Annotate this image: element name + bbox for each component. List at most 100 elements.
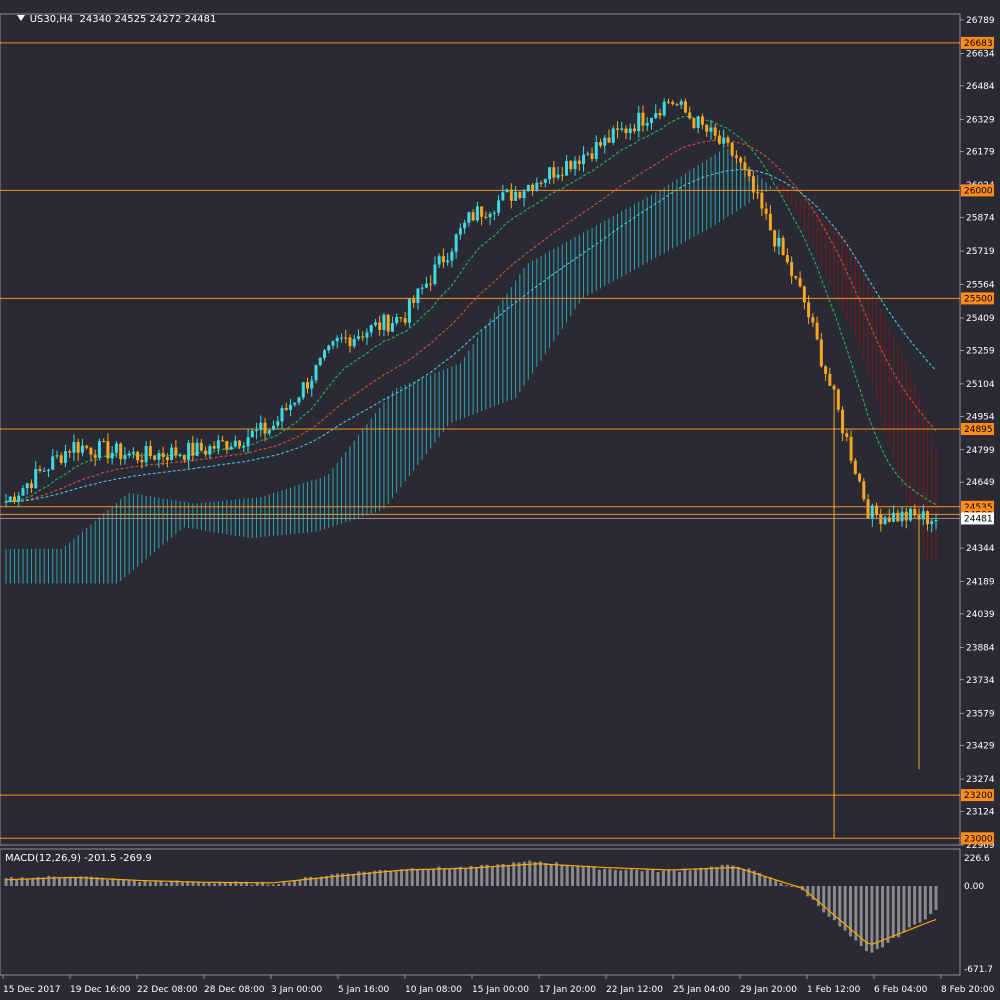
candle-body [484, 216, 488, 218]
macd-bar [175, 880, 179, 887]
macd-bar [688, 870, 692, 887]
candle-body [42, 470, 46, 472]
macd-bar [758, 872, 762, 887]
macd-bar [132, 880, 136, 887]
x-tick-label: 25 Jan 04:00 [673, 985, 730, 995]
candle-body [641, 112, 645, 126]
y-tick-label: 26329 [966, 115, 995, 125]
candle-body [722, 137, 726, 144]
candle-body [412, 298, 416, 303]
candle-body [259, 422, 263, 431]
candle-body [29, 483, 33, 489]
macd-bar [464, 868, 468, 887]
candle-body [887, 517, 891, 522]
candle-body [552, 167, 556, 178]
candle-body [238, 440, 242, 447]
macd-bar [715, 866, 719, 887]
macd-bar [576, 866, 580, 887]
macd-bar [656, 871, 660, 887]
candle-body [828, 373, 832, 386]
macd-bar [843, 886, 847, 931]
macd-bar [886, 886, 890, 943]
macd-bar [426, 869, 430, 887]
candle-body [764, 208, 768, 214]
candle-body [836, 389, 840, 410]
candle-body [85, 445, 89, 448]
candle-body [505, 189, 509, 193]
candle-body [157, 453, 161, 460]
candle-body [161, 453, 165, 457]
macd-bar [207, 882, 211, 887]
macd-bar [250, 884, 254, 887]
chevron-down-icon[interactable] [16, 15, 25, 21]
candle-body [649, 118, 653, 124]
candle-body [781, 237, 785, 256]
candle-body [849, 436, 853, 461]
candle-body [68, 451, 72, 453]
candle-body [429, 283, 433, 285]
candle-body [242, 445, 246, 447]
y-tick-label: 25409 [966, 314, 995, 324]
macd-bar [330, 874, 334, 887]
macd-bar [683, 869, 687, 887]
symbol-label: US30,H4 [29, 14, 74, 25]
macd-bar [405, 869, 409, 887]
candle-body [616, 128, 620, 130]
x-tick-label: 10 Jan 08:00 [405, 985, 462, 995]
level-tag [961, 423, 994, 436]
candle-body [620, 128, 624, 130]
macd-bar [325, 875, 329, 887]
candle-body [696, 116, 700, 128]
macd-bar [913, 886, 917, 925]
macd-bar [223, 882, 227, 887]
x-tick-label: 28 Dec 08:00 [204, 985, 265, 995]
candle-body [373, 322, 377, 326]
candle-body [437, 256, 441, 265]
candle-body [526, 184, 530, 192]
level-tag [961, 184, 994, 197]
candle-body [700, 116, 704, 125]
candle-body [454, 234, 458, 252]
x-tick-label: 15 Dec 2017 [3, 985, 61, 995]
candle-body [131, 451, 135, 454]
candle-body [310, 380, 314, 389]
macd-bar [287, 882, 291, 887]
candle-body [930, 521, 934, 525]
candle-body [539, 182, 543, 184]
candle-body [356, 336, 360, 339]
candle-body [798, 278, 802, 287]
y-tick-label: 24649 [966, 478, 995, 488]
candle-body [475, 206, 479, 221]
candle-body [522, 191, 526, 199]
macd-bar [106, 879, 110, 887]
candle-body [637, 112, 641, 132]
candle-body [807, 302, 811, 318]
macd-bar [239, 882, 243, 887]
candle-body [870, 505, 874, 519]
macd-bar [560, 864, 564, 887]
y-tick-label: 24189 [966, 578, 995, 588]
candle-body [38, 468, 42, 471]
candle-body [204, 450, 208, 455]
level-tag-label: 25500 [964, 294, 993, 304]
candle-body [335, 337, 339, 342]
candle-body [348, 337, 352, 347]
candle-body [692, 118, 696, 128]
candle-body [12, 496, 16, 502]
macd-bar [891, 886, 895, 938]
macd-bar [367, 872, 371, 887]
level-tag-label: 23200 [964, 791, 993, 801]
candle-body [586, 153, 590, 155]
macd-bar [57, 877, 61, 887]
candle-body [467, 212, 471, 223]
macd-bar [15, 879, 19, 887]
macd-bar [848, 886, 852, 937]
macd-bar [389, 870, 393, 887]
candle-body [339, 337, 343, 339]
y-tick-label: 26789 [966, 16, 995, 26]
y-tick-label: 25564 [966, 281, 995, 291]
y-tick-label: 26179 [966, 148, 995, 158]
candle-body [191, 442, 195, 456]
candle-body [819, 339, 823, 367]
